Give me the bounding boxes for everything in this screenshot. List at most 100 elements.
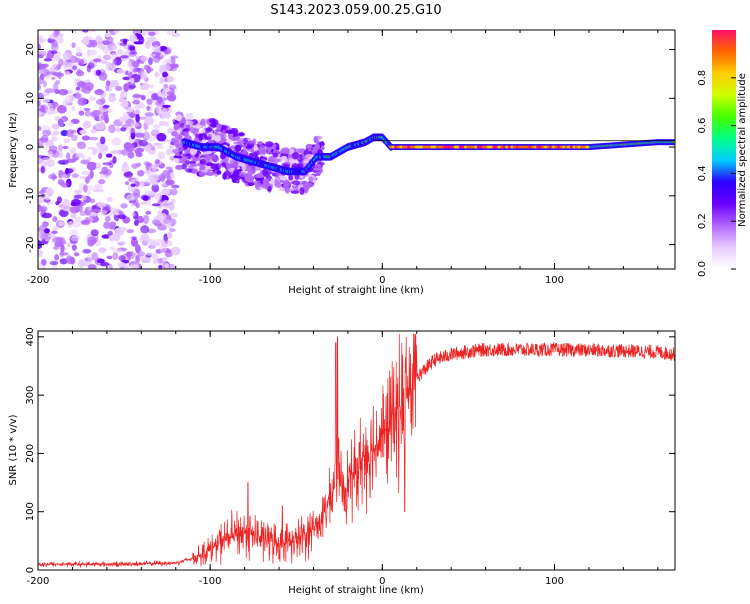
scatter-blob <box>316 172 321 177</box>
noise-blob <box>67 121 74 127</box>
noise-blob <box>82 248 92 254</box>
noise-blob <box>127 61 132 68</box>
x-tick-label: 100 <box>545 275 564 286</box>
noise-blob <box>88 136 99 141</box>
noise-blob <box>149 37 158 43</box>
noise-blob <box>152 164 157 173</box>
noise-blob <box>162 64 171 71</box>
noise-blob <box>159 97 168 101</box>
colorbar: 0.0 0.2 0.4 0.6 0.8 Normalized spectral ampl… <box>697 30 748 277</box>
noise-blob <box>159 212 167 221</box>
colorbar-tick-label: 0.8 <box>697 70 708 86</box>
scatter-blob <box>183 128 191 132</box>
noise-blob <box>130 127 135 134</box>
scatter-blob <box>314 135 323 140</box>
noise-blob <box>42 98 51 104</box>
scatter-blob <box>236 140 245 144</box>
noise-blob <box>163 48 171 55</box>
noise-blob <box>51 132 56 140</box>
noise-blob <box>130 183 136 187</box>
noise-blob <box>111 45 118 51</box>
y-tick-label: -20 <box>25 236 36 252</box>
noise-blob <box>151 183 160 193</box>
colorbar-tick-label: 0.4 <box>697 165 708 181</box>
scatter-blob <box>174 158 180 164</box>
scatter-blob <box>280 147 288 154</box>
noise-blob <box>43 104 53 108</box>
spectrogram-xlabel: Height of straight line (km) <box>288 285 424 296</box>
noise-blob <box>70 212 77 219</box>
noise-blob <box>106 36 114 44</box>
noise-blob <box>115 127 121 133</box>
scatter-blob <box>195 134 200 138</box>
noise-blob <box>48 66 59 72</box>
noise-blob <box>56 104 67 114</box>
scatter-blob <box>276 158 283 163</box>
noise-blob <box>140 56 149 62</box>
scatter-blob <box>311 149 318 153</box>
noise-blob <box>166 231 173 239</box>
y-tick-label: 200 <box>25 444 36 463</box>
noise-blob <box>135 55 140 60</box>
noise-blob <box>102 104 110 109</box>
noise-blob <box>40 258 47 266</box>
noise-blob <box>166 91 174 95</box>
scatter-blob <box>205 136 212 141</box>
x-tick-label: -200 <box>27 275 50 286</box>
noise-blob <box>152 260 159 264</box>
noise-blob <box>91 208 101 213</box>
noise-blob <box>148 53 156 57</box>
spectrogram-ylabel: Frequency (Hz) <box>8 112 19 188</box>
scatter-blob <box>231 136 237 142</box>
noise-blob <box>133 110 141 115</box>
noise-blob <box>89 211 98 218</box>
noise-blob <box>78 58 85 67</box>
noise-blob <box>119 42 127 47</box>
noise-blob <box>132 100 141 105</box>
noise-blob <box>148 31 156 37</box>
y-tick-label: 0 <box>25 567 36 573</box>
noise-blob <box>79 129 87 135</box>
noise-blob <box>74 57 80 63</box>
noise-blob <box>135 132 145 138</box>
noise-blob <box>144 200 152 206</box>
noise-blob <box>51 76 56 80</box>
noise-blob <box>127 151 135 159</box>
noise-blob <box>71 198 81 206</box>
noise-blob <box>160 173 165 183</box>
noise-blob <box>144 119 154 126</box>
noise-blob <box>98 247 107 254</box>
noise-blob <box>45 196 50 201</box>
noise-blob <box>128 50 138 58</box>
scatter-blob <box>205 127 213 132</box>
scatter-blob <box>205 162 214 167</box>
noise-blob <box>40 165 45 174</box>
noise-blob <box>139 85 150 90</box>
snr-panel: -200 -100 0 100 0 100 200 300 400 Height of stra… <box>8 327 676 596</box>
noise-blob <box>66 168 74 174</box>
noise-blob <box>110 150 121 155</box>
noise-blob <box>120 127 127 132</box>
noise-blob <box>121 148 129 156</box>
noise-blob <box>154 159 160 165</box>
noise-blob <box>64 70 71 76</box>
noise-blob <box>112 59 117 65</box>
noise-blob <box>59 258 68 265</box>
noise-blob <box>42 221 49 227</box>
noise-blob <box>117 227 127 232</box>
noise-blob <box>151 203 161 207</box>
noise-blob <box>108 263 113 269</box>
noise-blob <box>38 100 41 107</box>
noise-blob <box>38 261 42 269</box>
noise-blob <box>133 41 144 45</box>
scatter-blob <box>173 123 181 130</box>
noise-blob <box>137 169 145 177</box>
spectrogram-marks <box>38 30 675 269</box>
noise-blob <box>48 110 58 115</box>
scatter-blob <box>274 182 282 188</box>
noise-blob <box>44 228 50 234</box>
noise-blob <box>162 219 173 227</box>
noise-blob <box>96 98 105 106</box>
noise-blob <box>66 129 74 138</box>
scatter-blob <box>214 163 222 171</box>
